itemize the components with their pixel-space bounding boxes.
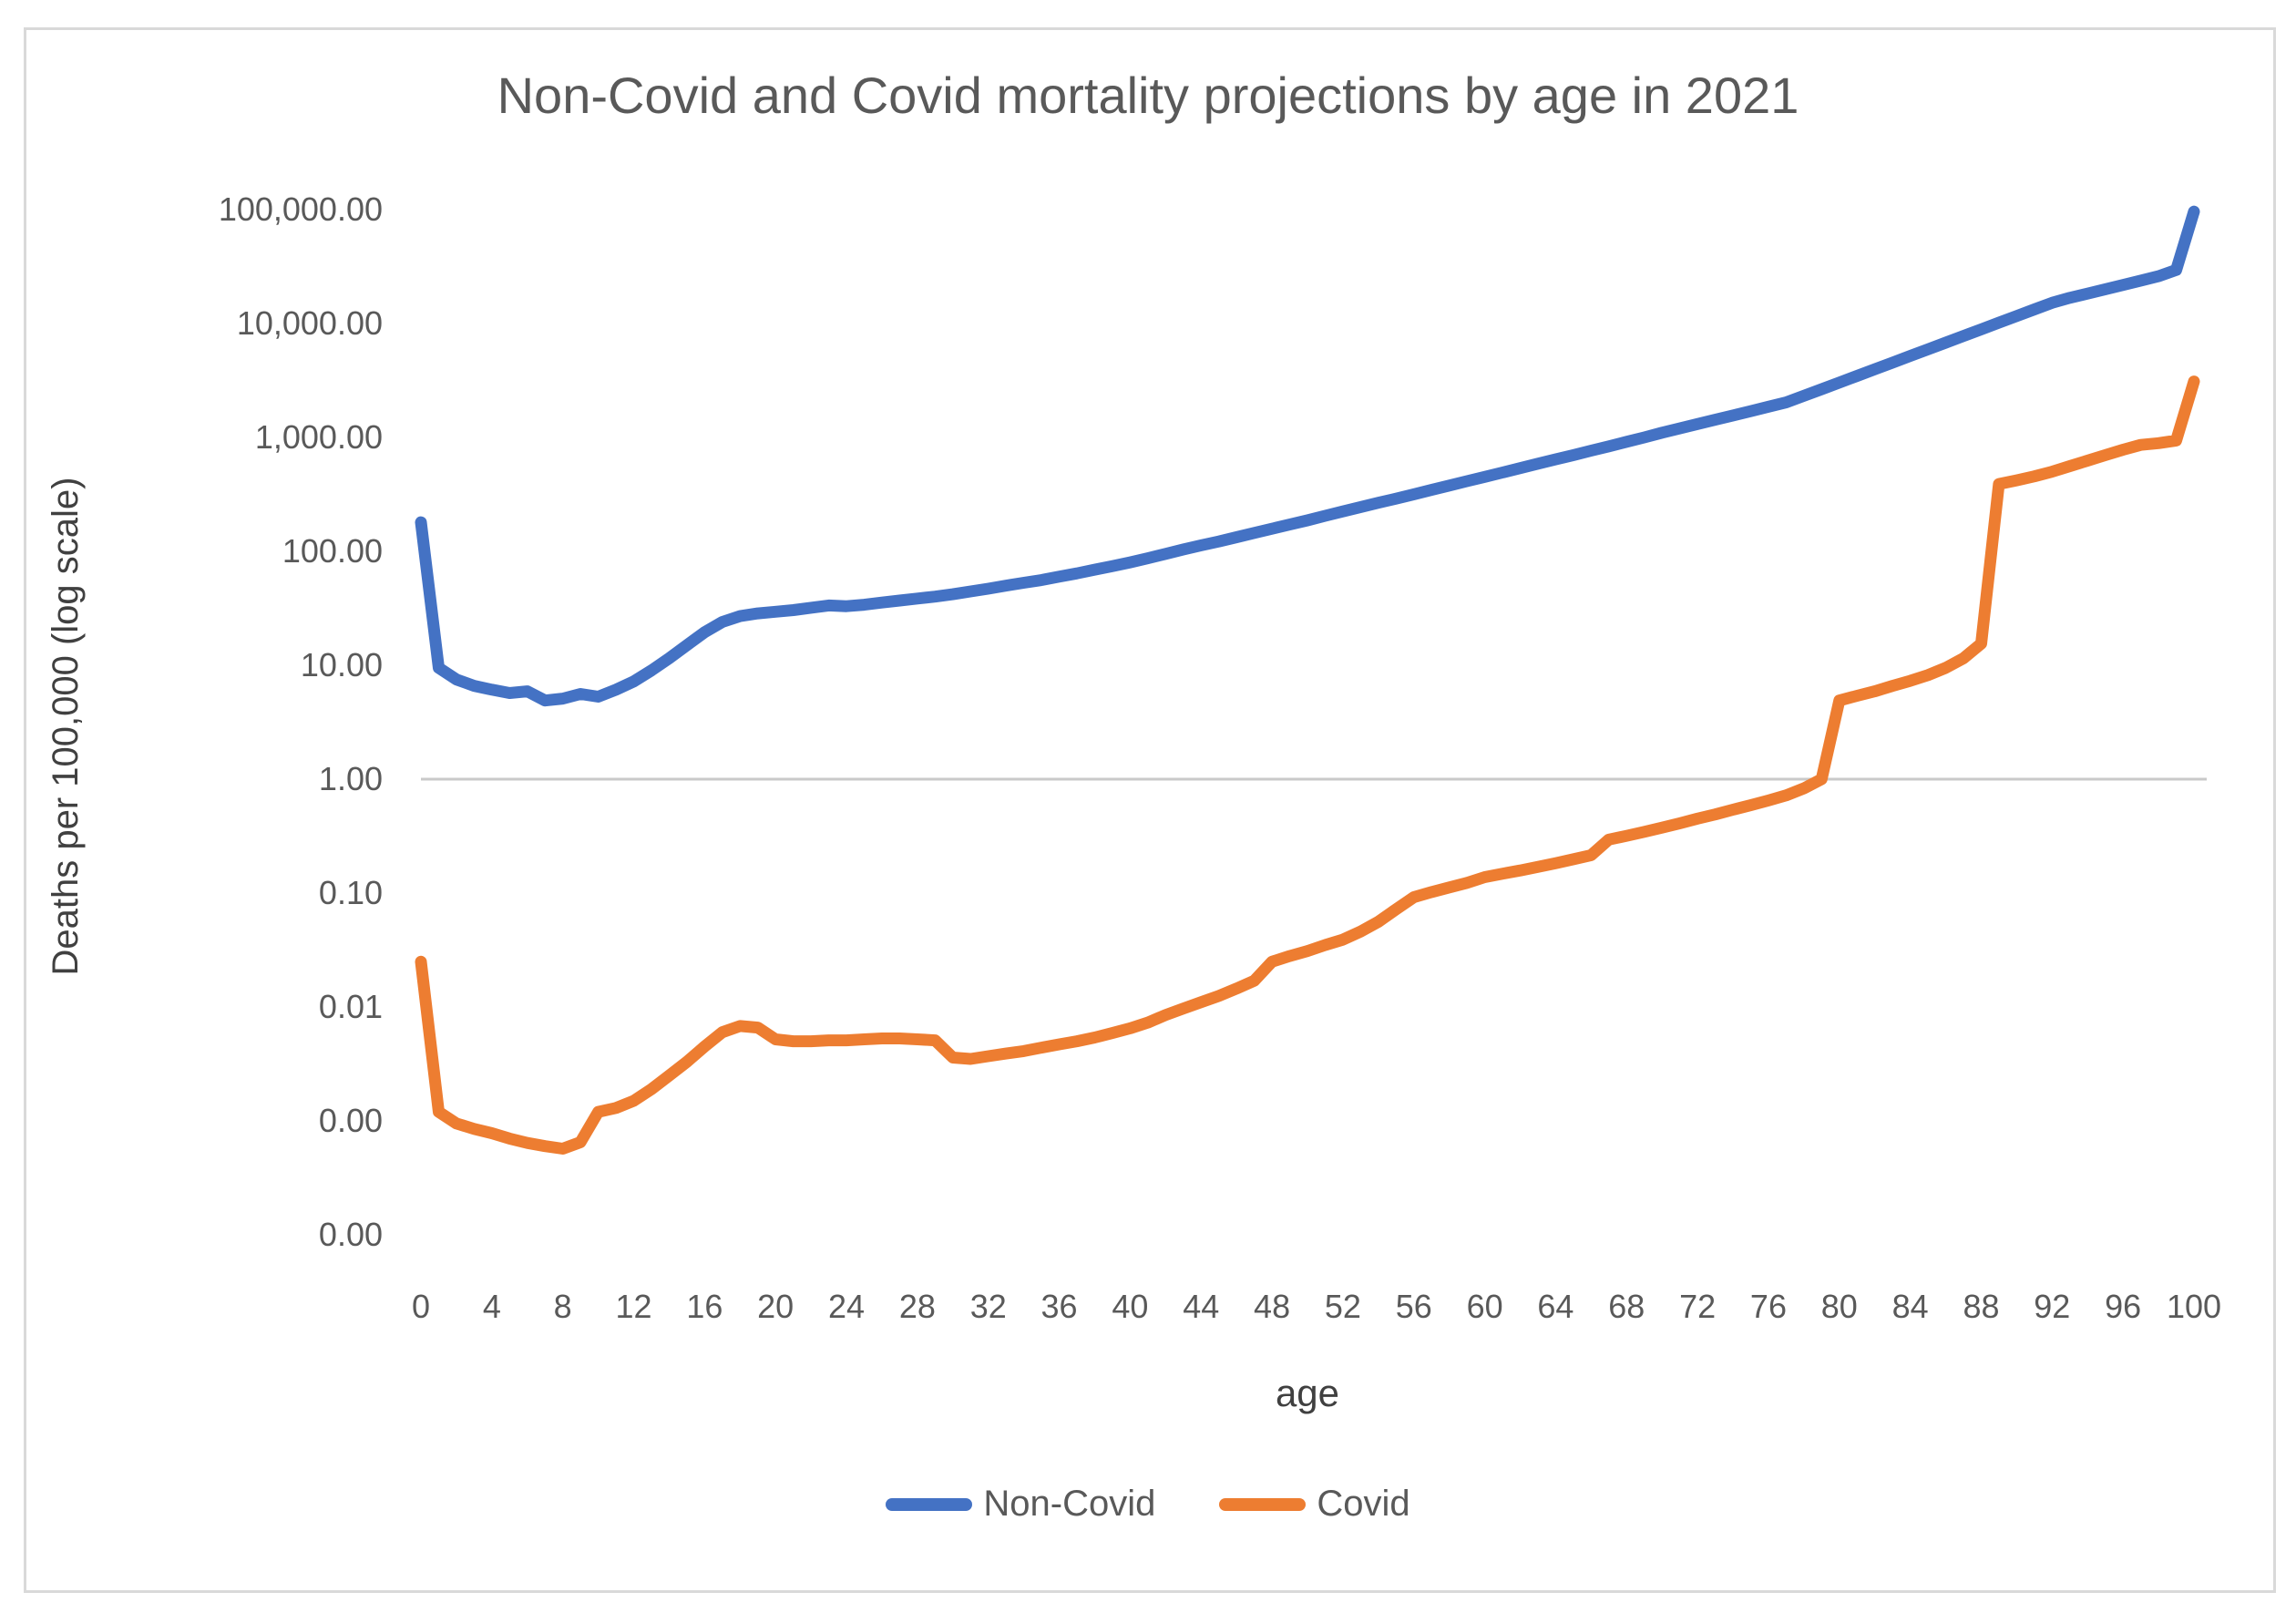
legend-label-non-covid: Non-Covid: [983, 1484, 1156, 1524]
y-tick-label: 0.00: [318, 1102, 383, 1139]
x-tick-label: 36: [1040, 1288, 1078, 1325]
y-tick-label: 10,000.00: [236, 304, 383, 342]
x-tick-label: 100: [2166, 1288, 2222, 1325]
legend-item-non-covid: Non-Covid: [886, 1484, 1155, 1525]
series-line-non-covid: [415, 205, 2200, 707]
x-tick-label: 16: [686, 1288, 723, 1325]
x-tick-label: 20: [757, 1288, 794, 1325]
x-tick-label: 44: [1183, 1288, 1220, 1325]
legend-item-covid: Covid: [1219, 1484, 1410, 1525]
x-tick-label: 84: [1891, 1288, 1929, 1325]
legend: Non-Covid Covid: [0, 1484, 2296, 1525]
non-covid-line-swatch: [886, 1497, 973, 1511]
covid-line-swatch: [1219, 1497, 1307, 1511]
y-tick-label: 10.00: [300, 646, 383, 683]
y-tick-label: 1.00: [318, 760, 383, 797]
y-tick-label: 0.01: [318, 988, 383, 1025]
y-tick-label: 100.00: [282, 532, 383, 570]
y-tick-label: 0.00: [318, 1216, 383, 1253]
x-tick-label: 4: [482, 1288, 501, 1325]
x-tick-label: 96: [2105, 1288, 2142, 1325]
x-tick-label: 48: [1254, 1288, 1291, 1325]
x-tick-label: 56: [1395, 1288, 1432, 1325]
x-tick-label: 76: [1749, 1288, 1787, 1325]
x-tick-label: 12: [615, 1288, 652, 1325]
chart-title: Non-Covid and Covid mortality projection…: [497, 67, 1799, 124]
legend-label-covid: Covid: [1317, 1484, 1410, 1524]
y-tick-label: 100,000.00: [218, 190, 383, 228]
x-tick-label: 60: [1466, 1288, 1503, 1325]
x-tick-label: 80: [1820, 1288, 1858, 1325]
chart-border: [24, 27, 2276, 1593]
x-tick-label: 64: [1537, 1288, 1574, 1325]
x-tick-label: 68: [1608, 1288, 1645, 1325]
x-tick-label: 92: [2034, 1288, 2071, 1325]
series-line-covid: [415, 375, 2200, 1155]
x-tick-label: 88: [1963, 1288, 2000, 1325]
x-tick-label: 72: [1679, 1288, 1717, 1325]
x-tick-label: 24: [828, 1288, 866, 1325]
x-tick-label: 40: [1112, 1288, 1149, 1325]
y-tick-label: 1,000.00: [254, 418, 383, 456]
x-tick-label: 8: [553, 1288, 572, 1325]
x-tick-label: 28: [898, 1288, 936, 1325]
y-tick-label: 0.10: [318, 874, 383, 911]
x-tick-label: 0: [411, 1288, 431, 1325]
x-tick-label: 52: [1324, 1288, 1361, 1325]
x-tick-label: 32: [969, 1288, 1007, 1325]
x-axis-title: age: [1275, 1372, 1340, 1414]
